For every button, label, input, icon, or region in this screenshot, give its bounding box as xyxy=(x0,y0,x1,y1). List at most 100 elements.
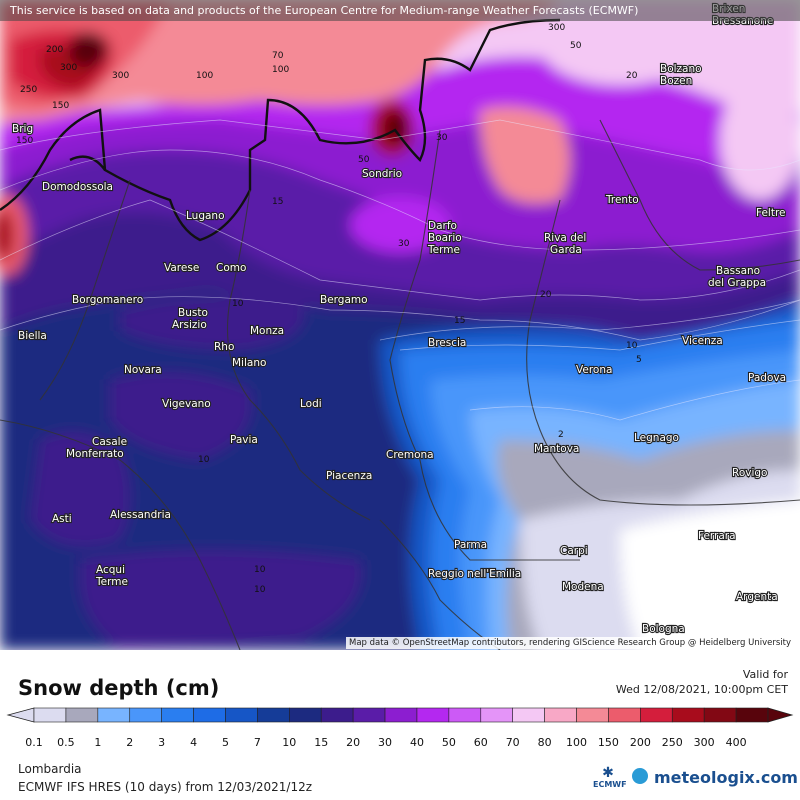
city-label: Arsizio xyxy=(172,319,207,331)
city-label: Piacenza xyxy=(326,470,372,482)
city-label: Monza xyxy=(250,325,284,337)
legend-swatch xyxy=(352,707,386,723)
city-label: Bergamo xyxy=(320,294,368,306)
legend-tick-label: 10 xyxy=(282,736,296,749)
legend-swatch xyxy=(671,707,705,723)
legend-swatch xyxy=(608,707,641,723)
contour-value-label: 200 xyxy=(46,45,63,55)
legend-tick-label: 2 xyxy=(126,736,133,749)
city-label: Brig xyxy=(12,123,33,135)
legend-swatch xyxy=(161,707,194,723)
city-label: Garda xyxy=(550,244,582,256)
legend-tick-label: 5 xyxy=(222,736,229,749)
city-label: Como xyxy=(216,262,246,274)
meteologix-brand[interactable]: meteologix.com xyxy=(636,768,798,787)
legend-tick-label: 80 xyxy=(538,736,552,749)
city-label: Modena xyxy=(562,581,604,593)
legend-swatch xyxy=(193,707,226,723)
legend-swatch xyxy=(735,707,769,723)
legend-tick-label: 70 xyxy=(506,736,520,749)
legend-tick-label: 15 xyxy=(314,736,328,749)
legend-tick-label: 60 xyxy=(474,736,488,749)
city-label: Legnago xyxy=(634,432,679,444)
contour-value-labels: 200 300 250 300 150 150 100 70 100 300 50 20 30 50 15 3… xyxy=(16,23,642,595)
legend-swatch xyxy=(703,707,737,723)
snow-depth-field xyxy=(0,0,800,650)
legend-tick-label: 0.1 xyxy=(25,736,43,749)
city-label: Mantova xyxy=(534,443,579,455)
city-label: Feltre xyxy=(756,207,786,219)
legend-swatch xyxy=(289,707,322,723)
valid-date: Wed 12/08/2021, 10:00pm CET xyxy=(615,683,788,696)
contour-value-label: 150 xyxy=(52,101,69,111)
contour-value-label: 250 xyxy=(20,85,37,95)
city-label: Argenta xyxy=(736,591,778,603)
meteologix-globe-icon xyxy=(632,768,648,784)
legend-tick-label: 250 xyxy=(662,736,683,749)
city-label: Lugano xyxy=(186,210,225,222)
city-label: Padova xyxy=(748,372,786,384)
city-label: Rovigo xyxy=(732,467,767,479)
city-label: Varese xyxy=(164,262,199,274)
contour-value-label: 15 xyxy=(272,197,283,207)
legend-tick-label: 150 xyxy=(598,736,619,749)
city-label: Casale xyxy=(92,436,127,448)
city-label: Terme xyxy=(95,576,128,588)
city-label: Bolzano xyxy=(660,63,702,75)
contour-value-label: 300 xyxy=(548,23,565,33)
legend-swatch xyxy=(480,707,513,723)
brand-text: meteologix.com xyxy=(654,768,798,787)
city-label: Lodi xyxy=(300,398,322,410)
contour-value-label: 5 xyxy=(636,355,642,365)
legend-tick-label: 4 xyxy=(190,736,197,749)
legend-swatch xyxy=(97,707,131,723)
legend-min-arrow xyxy=(6,707,35,723)
contour-value-label: 2 xyxy=(558,430,564,440)
contour-value-label: 15 xyxy=(454,316,465,326)
legend-tick-label: 40 xyxy=(410,736,424,749)
legend-tick-label: 1 xyxy=(94,736,101,749)
city-label: Borgomanero xyxy=(72,294,143,306)
contour-value-label: 70 xyxy=(272,51,284,61)
city-label: Riva del xyxy=(544,232,586,244)
color-scale-legend: 0.1 0.5 1 2 3 4 5 7 10 15 20 30 40 50 60 70 80 100 150 200 2… xyxy=(6,707,794,749)
legend-tick-label: 7 xyxy=(254,736,261,749)
city-label: Monferrato xyxy=(66,448,124,460)
contour-value-label: 150 xyxy=(16,136,33,146)
country-border xyxy=(0,18,561,242)
map-attribution[interactable]: Map data © OpenStreetMap contributors, r… xyxy=(346,637,794,649)
city-label: Asti xyxy=(52,513,72,525)
legend-swatch xyxy=(257,707,290,723)
ecmwf-logo-icon: ✱ xyxy=(602,765,614,781)
city-label: Bassano xyxy=(716,265,760,277)
contour-lines xyxy=(0,119,800,421)
legend-swatch xyxy=(640,707,673,723)
legend-tick-label: 400 xyxy=(726,736,747,749)
legend-max-arrow xyxy=(767,707,794,723)
legend-swatch xyxy=(225,707,258,723)
city-label: Ferrara xyxy=(698,530,736,542)
contour-value-label: 10 xyxy=(254,585,266,595)
legend-swatch xyxy=(512,707,545,723)
legend-swatch xyxy=(129,707,162,723)
region-borders xyxy=(0,119,800,650)
legend-tick-label: 300 xyxy=(694,736,715,749)
contour-value-label: 50 xyxy=(570,41,582,51)
contour-value-label: 10 xyxy=(254,565,266,575)
city-label: Boario xyxy=(428,232,462,244)
city-label: Vigevano xyxy=(162,398,211,410)
city-label: Verona xyxy=(576,364,612,376)
contour-value-label: 100 xyxy=(196,71,213,81)
city-labels: BrixenBressanoneBolzanoBozenBrigDomodoss… xyxy=(11,2,787,636)
legend-tick-label: 100 xyxy=(566,736,587,749)
city-label: del Grappa xyxy=(708,277,766,289)
legend-tick-label: 20 xyxy=(346,736,360,749)
legend-swatch xyxy=(544,707,577,723)
ecmwf-logo: ✱ ECMWF xyxy=(593,765,627,789)
legend-tick-label: 50 xyxy=(442,736,456,749)
model-run-info: ECMWF IFS HRES (10 days) from 12/03/2021… xyxy=(18,780,313,794)
city-label: Parma xyxy=(454,539,487,551)
contour-value-label: 20 xyxy=(540,290,552,300)
legend-tick-label: 30 xyxy=(378,736,392,749)
legend-swatch xyxy=(33,707,67,723)
